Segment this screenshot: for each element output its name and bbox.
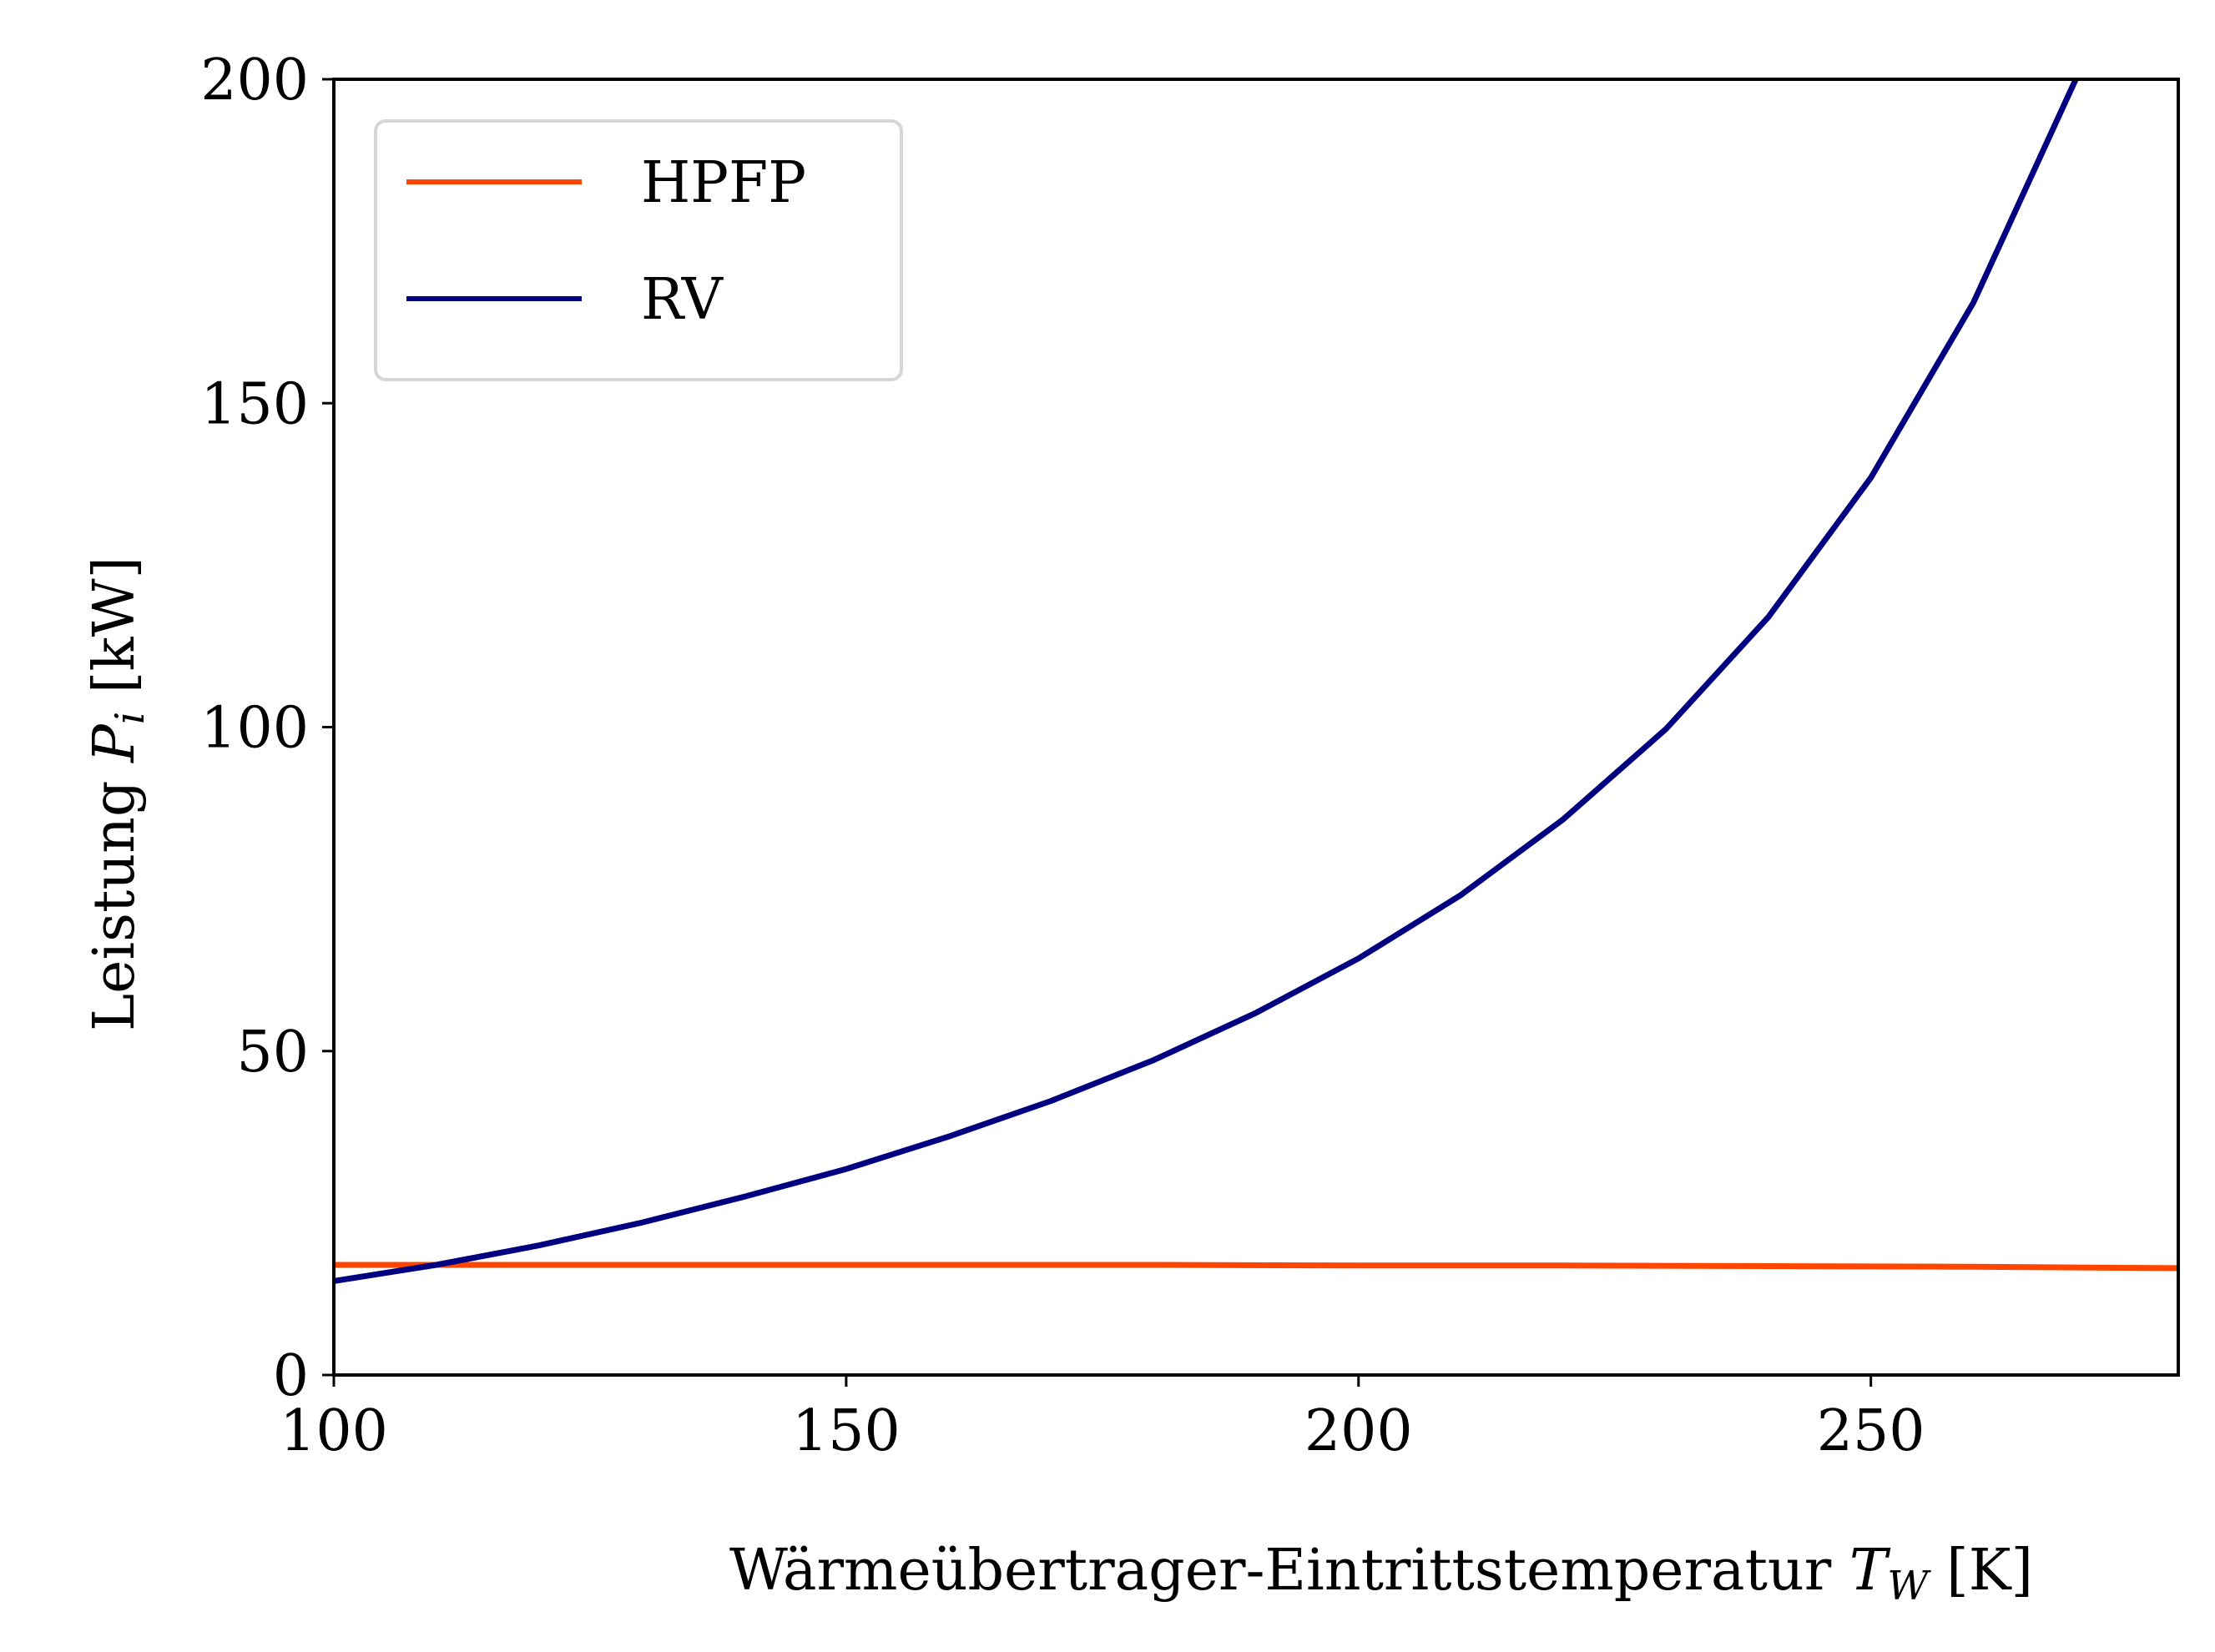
x-tick-label: 150 <box>792 1398 901 1464</box>
y-axis-label-subscript: i <box>107 712 154 724</box>
y-axis-label-unit: [kW] <box>82 557 148 712</box>
legend-label-hpfp: HPFP <box>641 150 806 216</box>
legend: HPFP RV <box>374 119 903 381</box>
x-axis-label-unit: [K] <box>1929 1538 2033 1604</box>
series-line-rv <box>334 79 2079 1284</box>
x-tick-label: 250 <box>1817 1398 1925 1464</box>
y-tick-label: 100 <box>200 696 309 762</box>
x-tick-label: 100 <box>280 1398 388 1464</box>
x-axis-ticks: 100 150 200 250 <box>280 1375 1925 1464</box>
y-axis-ticks: 0 50 100 150 200 <box>200 48 334 1409</box>
x-axis-label: Wärmeübertrager-Eintrittstemperatur TW [… <box>729 1538 2033 1609</box>
y-tick-label: 200 <box>200 48 309 113</box>
x-axis-label-prefix: Wärmeübertrager-Eintrittstemperatur <box>729 1538 1849 1604</box>
legend-label-rv: RV <box>641 267 724 333</box>
x-tick-label: 200 <box>1304 1398 1413 1464</box>
y-tick-label: 50 <box>236 1020 309 1085</box>
x-axis-label-symbol: T <box>1849 1538 1891 1604</box>
y-tick-label: 0 <box>273 1343 309 1409</box>
series-line-hpfp <box>334 1262 2178 1272</box>
legend-box <box>374 119 903 381</box>
y-axis-label-prefix: Leistung <box>82 763 148 1031</box>
y-tick-label: 150 <box>200 371 309 437</box>
y-axis-label: Leistung Pi [kW] <box>82 557 154 1031</box>
series-layer <box>334 79 2178 1284</box>
y-axis-label-symbol: P <box>82 723 148 764</box>
x-axis-label-subscript: W <box>1887 1563 1931 1609</box>
